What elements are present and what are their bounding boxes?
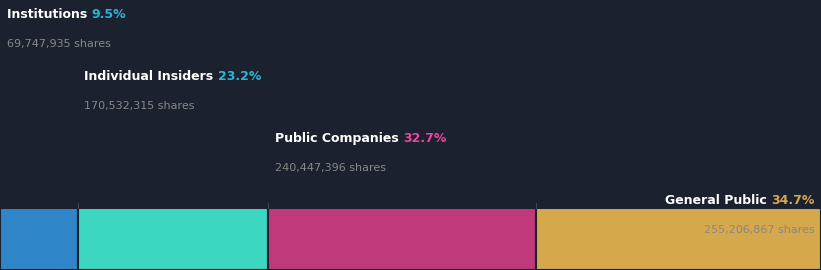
Text: 69,747,935 shares: 69,747,935 shares: [7, 39, 111, 49]
Text: Institutions: Institutions: [7, 8, 91, 21]
Text: 9.5%: 9.5%: [91, 8, 126, 21]
Text: 23.2%: 23.2%: [218, 70, 261, 83]
Text: General Public: General Public: [665, 194, 771, 207]
Text: 240,447,396 shares: 240,447,396 shares: [275, 163, 386, 173]
Text: 255,206,867 shares: 255,206,867 shares: [704, 225, 814, 235]
Text: 32.7%: 32.7%: [403, 132, 447, 145]
Text: 34.7%: 34.7%: [771, 194, 814, 207]
Bar: [268, 208, 536, 270]
Bar: [78, 208, 268, 270]
Text: Public Companies: Public Companies: [275, 132, 403, 145]
Text: 170,532,315 shares: 170,532,315 shares: [85, 101, 195, 111]
Bar: [536, 208, 821, 270]
Text: Individual Insiders: Individual Insiders: [85, 70, 218, 83]
Bar: [0, 208, 78, 270]
